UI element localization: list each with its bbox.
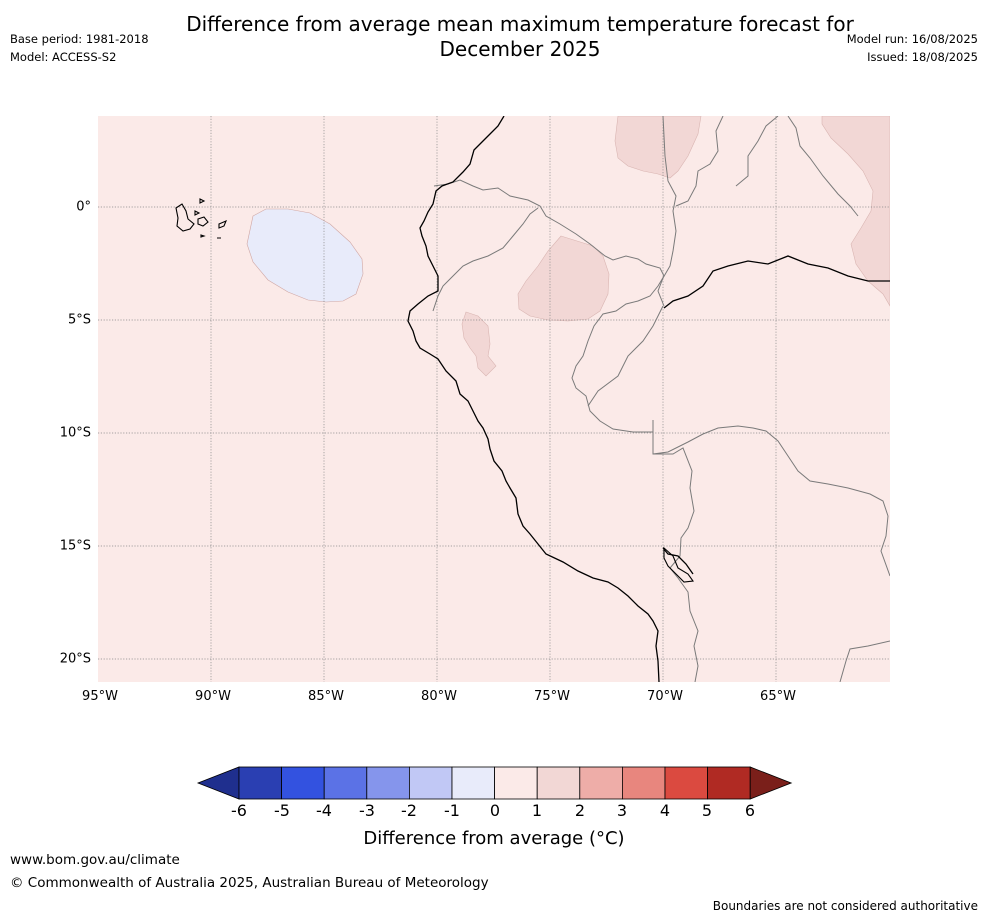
anomaly-region-1-to-2-north <box>614 116 702 179</box>
lon-tick-65w: 65°W <box>760 689 796 704</box>
colorbar-tick: 1 <box>531 801 543 820</box>
anomaly-region-1-to-2-northeast <box>821 116 890 307</box>
colorbar-tick: 3 <box>616 801 628 820</box>
forecast-map <box>98 116 890 682</box>
colorbar-cell <box>238 766 282 800</box>
model-text: Model: ACCESS-S2 <box>10 50 117 64</box>
footer-disclaimer: Boundaries are not considered authoritat… <box>712 899 978 913</box>
model-run-text: Model run: 16/08/2025 <box>846 32 978 46</box>
colorbar-label: Difference from average (°C) <box>363 828 625 849</box>
lake-titicaca <box>663 546 694 583</box>
colorbar-tick: -2 <box>401 801 417 820</box>
map-gridlines <box>98 116 890 682</box>
lat-tick-20s: 20°S <box>59 651 91 667</box>
colorbar-tick: 5 <box>701 801 713 820</box>
colorbar-cell <box>281 766 325 800</box>
colorbar-tick: -1 <box>444 801 460 820</box>
base-period-text: Base period: 1981-2018 <box>10 32 149 46</box>
country-boundaries <box>432 116 890 682</box>
footer-copyright: © Commonwealth of Australia 2025, Austra… <box>10 875 489 891</box>
colorbar-cell <box>451 766 495 800</box>
colorbar-cell <box>579 766 623 800</box>
lat-tick-15s: 15°S <box>59 538 91 554</box>
colorbar-cell <box>536 766 581 800</box>
issued-text: Issued: 18/08/2025 <box>867 50 978 64</box>
anomaly-region-minus1-to-0 <box>246 208 364 303</box>
anomaly-region-1-to-2-central <box>517 235 610 322</box>
colorbar-tick: 6 <box>744 801 756 820</box>
colorbar-cell <box>366 766 410 800</box>
lon-tick-95w: 95°W <box>82 689 118 704</box>
colorbar-cells <box>196 766 793 800</box>
lon-tick-80w: 80°W <box>421 689 457 704</box>
colorbar-tick: -3 <box>359 801 375 820</box>
chart-title-line1: Difference from average mean maximum tem… <box>186 12 854 36</box>
colorbar-extend-low <box>196 766 240 800</box>
lat-tick-0: 0° <box>76 199 91 215</box>
colorbar-cell <box>494 766 538 800</box>
colorbar-tick: -6 <box>231 801 247 820</box>
meta-right: Model run: 16/08/2025 Issued: 18/08/2025 <box>847 30 978 66</box>
meta-left: Base period: 1981-2018 Model: ACCESS-S2 <box>10 30 149 66</box>
coastlines <box>407 116 890 682</box>
lat-tick-5s: 5°S <box>67 312 91 328</box>
colorbar-cell <box>707 766 751 800</box>
colorbar-cell <box>408 766 453 800</box>
colorbar-extend-high <box>749 766 793 800</box>
colorbar-tick: 0 <box>489 801 501 820</box>
colorbar-tick: 2 <box>574 801 586 820</box>
chart-title-line2: December 2025 <box>439 37 601 61</box>
colorbar-tick: -4 <box>316 801 332 820</box>
lon-tick-75w: 75°W <box>534 689 570 704</box>
colorbar-cell <box>323 766 368 800</box>
colorbar-tick: 4 <box>659 801 671 820</box>
lon-tick-90w: 90°W <box>195 689 231 704</box>
colorbar-cell <box>664 766 708 800</box>
galapagos-islands <box>175 198 228 239</box>
colorbar <box>196 766 793 800</box>
chart-title: Difference from average mean maximum tem… <box>0 12 988 62</box>
colorbar-cell <box>622 766 666 800</box>
colorbar-tick: -5 <box>274 801 290 820</box>
anomaly-region-1-to-2-andes <box>461 311 497 377</box>
lon-tick-85w: 85°W <box>308 689 344 704</box>
lat-tick-10s: 10°S <box>59 425 91 441</box>
lon-tick-70w: 70°W <box>647 689 683 704</box>
footer-url: www.bom.gov.au/climate <box>10 852 180 868</box>
anomaly-region-0-to-1 <box>98 116 890 682</box>
